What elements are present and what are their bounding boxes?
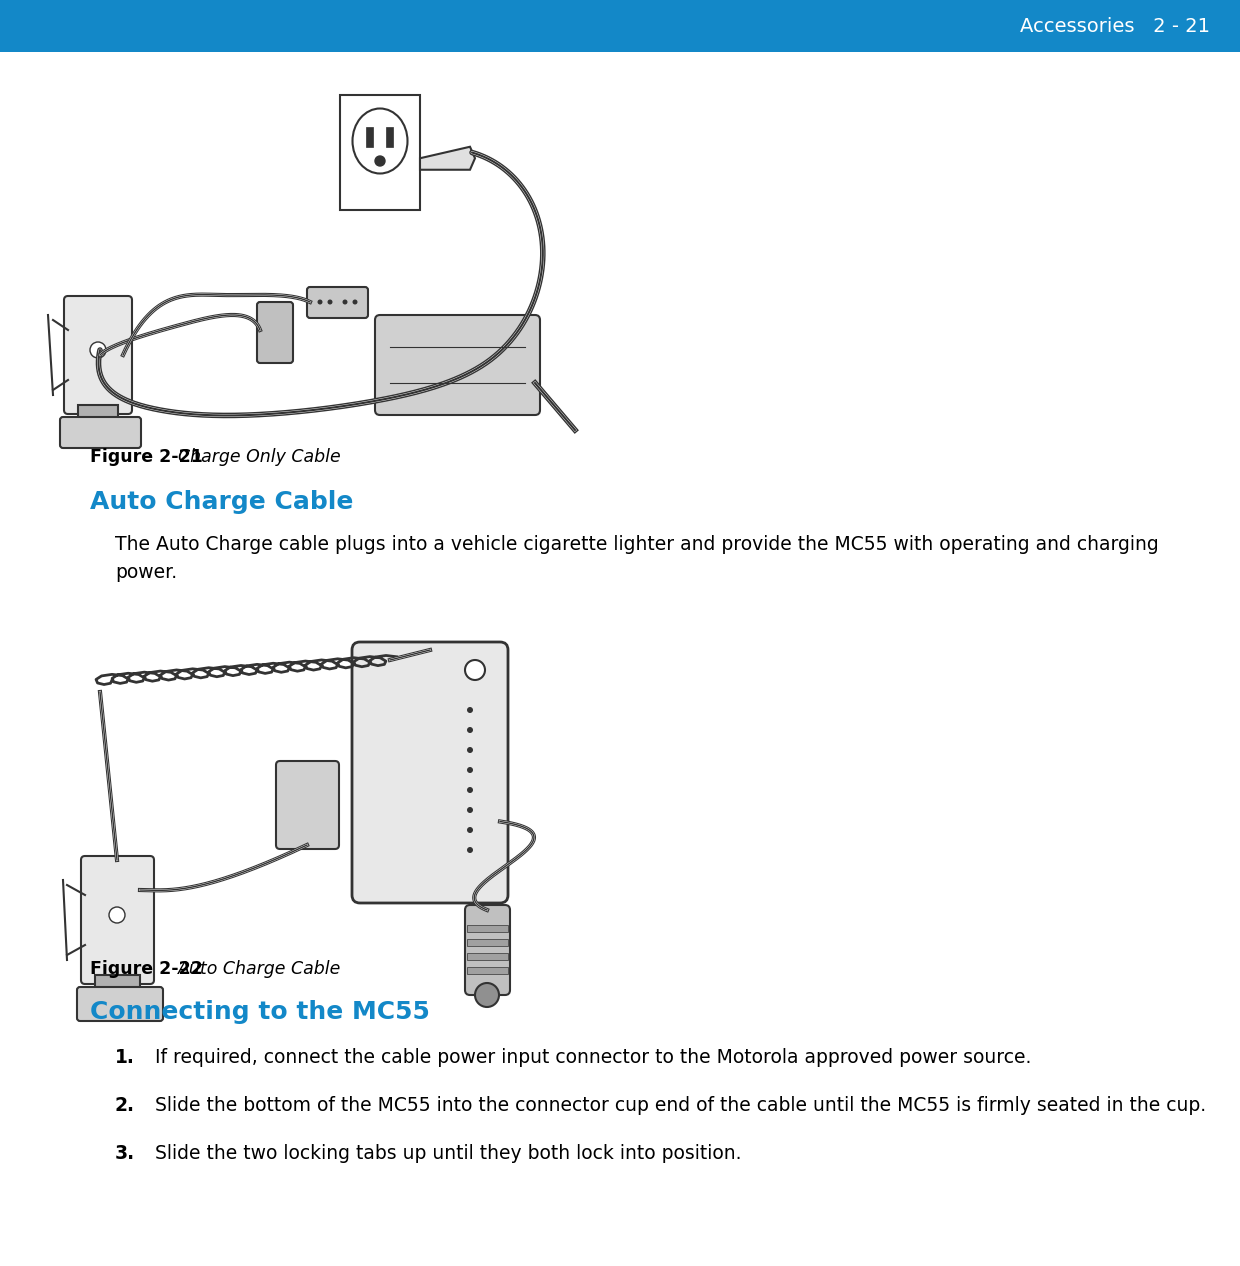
- Circle shape: [327, 300, 332, 305]
- Text: Slide the two locking tabs up until they both lock into position.: Slide the two locking tabs up until they…: [155, 1144, 742, 1163]
- Circle shape: [467, 806, 472, 813]
- FancyBboxPatch shape: [374, 315, 539, 415]
- Text: 2.: 2.: [115, 1096, 135, 1115]
- Text: Accessories   2 - 21: Accessories 2 - 21: [1021, 16, 1210, 35]
- Text: Connecting to the MC55: Connecting to the MC55: [91, 1000, 430, 1024]
- Text: 1.: 1.: [115, 1048, 135, 1067]
- FancyBboxPatch shape: [277, 761, 339, 849]
- Circle shape: [467, 847, 472, 853]
- Circle shape: [467, 767, 472, 774]
- Bar: [0, 0, 1240, 52]
- Circle shape: [342, 300, 347, 305]
- Bar: [386, 127, 393, 147]
- Circle shape: [475, 982, 498, 1006]
- Text: Figure 2-22: Figure 2-22: [91, 960, 227, 979]
- FancyBboxPatch shape: [257, 303, 293, 363]
- Circle shape: [352, 300, 357, 305]
- Circle shape: [374, 156, 384, 166]
- FancyBboxPatch shape: [465, 905, 510, 995]
- Text: Auto Charge Cable: Auto Charge Cable: [91, 490, 353, 514]
- FancyBboxPatch shape: [81, 856, 154, 984]
- Text: 3.: 3.: [115, 1144, 135, 1163]
- FancyBboxPatch shape: [308, 287, 368, 318]
- Circle shape: [467, 747, 472, 753]
- FancyBboxPatch shape: [77, 987, 162, 1020]
- FancyBboxPatch shape: [352, 642, 508, 903]
- Bar: [467, 925, 508, 932]
- Text: Charge Only Cable: Charge Only Cable: [179, 448, 341, 466]
- Circle shape: [467, 706, 472, 713]
- Circle shape: [467, 727, 472, 733]
- Bar: [340, 95, 420, 210]
- Text: Slide the bottom of the MC55 into the connector cup end of the cable until the M: Slide the bottom of the MC55 into the co…: [155, 1096, 1207, 1115]
- Bar: [95, 975, 140, 993]
- Circle shape: [465, 660, 485, 680]
- Text: Auto Charge Cable: Auto Charge Cable: [179, 960, 341, 979]
- Bar: [366, 127, 373, 147]
- Bar: [78, 405, 118, 423]
- Circle shape: [91, 342, 105, 358]
- Bar: [467, 953, 508, 960]
- Ellipse shape: [352, 109, 408, 173]
- Text: If required, connect the cable power input connector to the Motorola approved po: If required, connect the cable power inp…: [155, 1048, 1032, 1067]
- Circle shape: [467, 827, 472, 833]
- Bar: [467, 939, 508, 946]
- Text: Figure 2-21: Figure 2-21: [91, 448, 227, 466]
- Polygon shape: [420, 147, 475, 170]
- Text: The Auto Charge cable plugs into a vehicle cigarette lighter and provide the MC5: The Auto Charge cable plugs into a vehic…: [115, 536, 1158, 582]
- Bar: [467, 967, 508, 974]
- Circle shape: [317, 300, 322, 305]
- FancyBboxPatch shape: [64, 296, 131, 414]
- Circle shape: [467, 787, 472, 793]
- FancyBboxPatch shape: [60, 417, 141, 448]
- Circle shape: [109, 906, 125, 923]
